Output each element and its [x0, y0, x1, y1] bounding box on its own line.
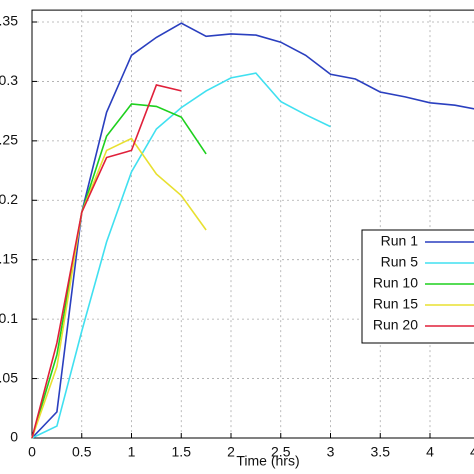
- x-tick-label: 4.5: [470, 444, 474, 460]
- x-tick-label: 0: [28, 444, 36, 460]
- y-tick-label: 0.2: [0, 191, 18, 207]
- series-line: [31, 84, 182, 439]
- legend-label: Run 20: [373, 317, 418, 333]
- series-line: [31, 22, 474, 439]
- legend-label: Run 10: [373, 275, 418, 291]
- series-line: [31, 72, 331, 439]
- x-tick-label: 1: [128, 444, 136, 460]
- legend-label: Run 1: [381, 233, 419, 249]
- x-tick-label: 2.5: [271, 444, 291, 460]
- legend-label: Run 5: [381, 254, 419, 270]
- x-tick-label: 2: [227, 444, 235, 460]
- legend-box: [361, 229, 474, 344]
- y-tick-label: 0.1: [0, 310, 18, 326]
- x-tick-label: 1.5: [172, 444, 192, 460]
- x-tick-label: 3.5: [371, 444, 391, 460]
- x-tick-label: 4: [426, 444, 434, 460]
- y-tick-label: 0: [10, 429, 18, 445]
- legend-label: Run 15: [373, 296, 418, 312]
- x-tick-label: 3: [327, 444, 335, 460]
- series-line: [31, 103, 207, 439]
- y-tick-label: 0.05: [0, 369, 18, 385]
- x-tick-label: 0.5: [72, 444, 92, 460]
- y-tick-label: 0.15: [0, 250, 18, 266]
- plot-frame: [31, 9, 474, 439]
- y-tick-label: 0.25: [0, 132, 18, 148]
- x-axis-label: Time (hrs): [236, 453, 299, 469]
- y-tick-label: 0.35: [0, 13, 18, 29]
- series-line: [31, 137, 207, 439]
- y-tick-label: 0.3: [0, 72, 18, 88]
